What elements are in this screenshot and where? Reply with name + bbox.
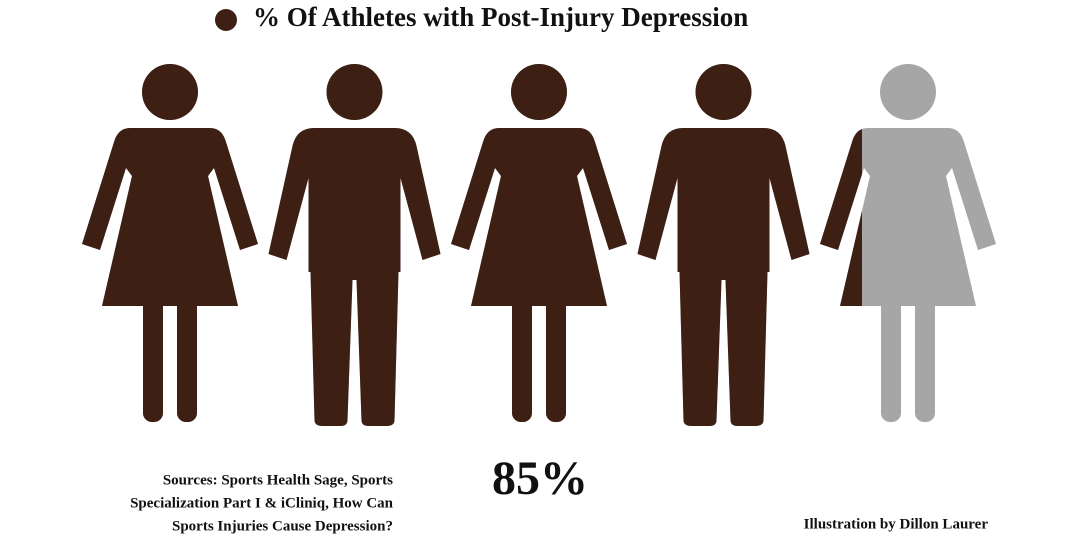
icon bbox=[82, 64, 258, 422]
icon-empty bbox=[820, 64, 996, 422]
credit: Illustration by Dillon Laurer bbox=[804, 516, 989, 532]
icon-fill bbox=[268, 64, 441, 426]
legend-marker bbox=[215, 9, 237, 31]
icon bbox=[637, 64, 810, 426]
legend-label: % Of Athletes with Post-Injury Depressio… bbox=[253, 2, 748, 32]
icon-fill bbox=[451, 64, 627, 422]
source-line: Specialization Part I & iCliniq, How Can bbox=[130, 495, 394, 511]
icon-fill bbox=[82, 64, 258, 422]
value-label: 85% bbox=[492, 452, 588, 505]
icon bbox=[820, 64, 996, 422]
icon bbox=[451, 64, 627, 422]
icon-fill bbox=[637, 64, 810, 426]
source-line: Sports Injuries Cause Depression? bbox=[172, 518, 393, 534]
icon bbox=[268, 64, 441, 426]
source-line: Sources: Sports Health Sage, Sports bbox=[163, 472, 393, 488]
